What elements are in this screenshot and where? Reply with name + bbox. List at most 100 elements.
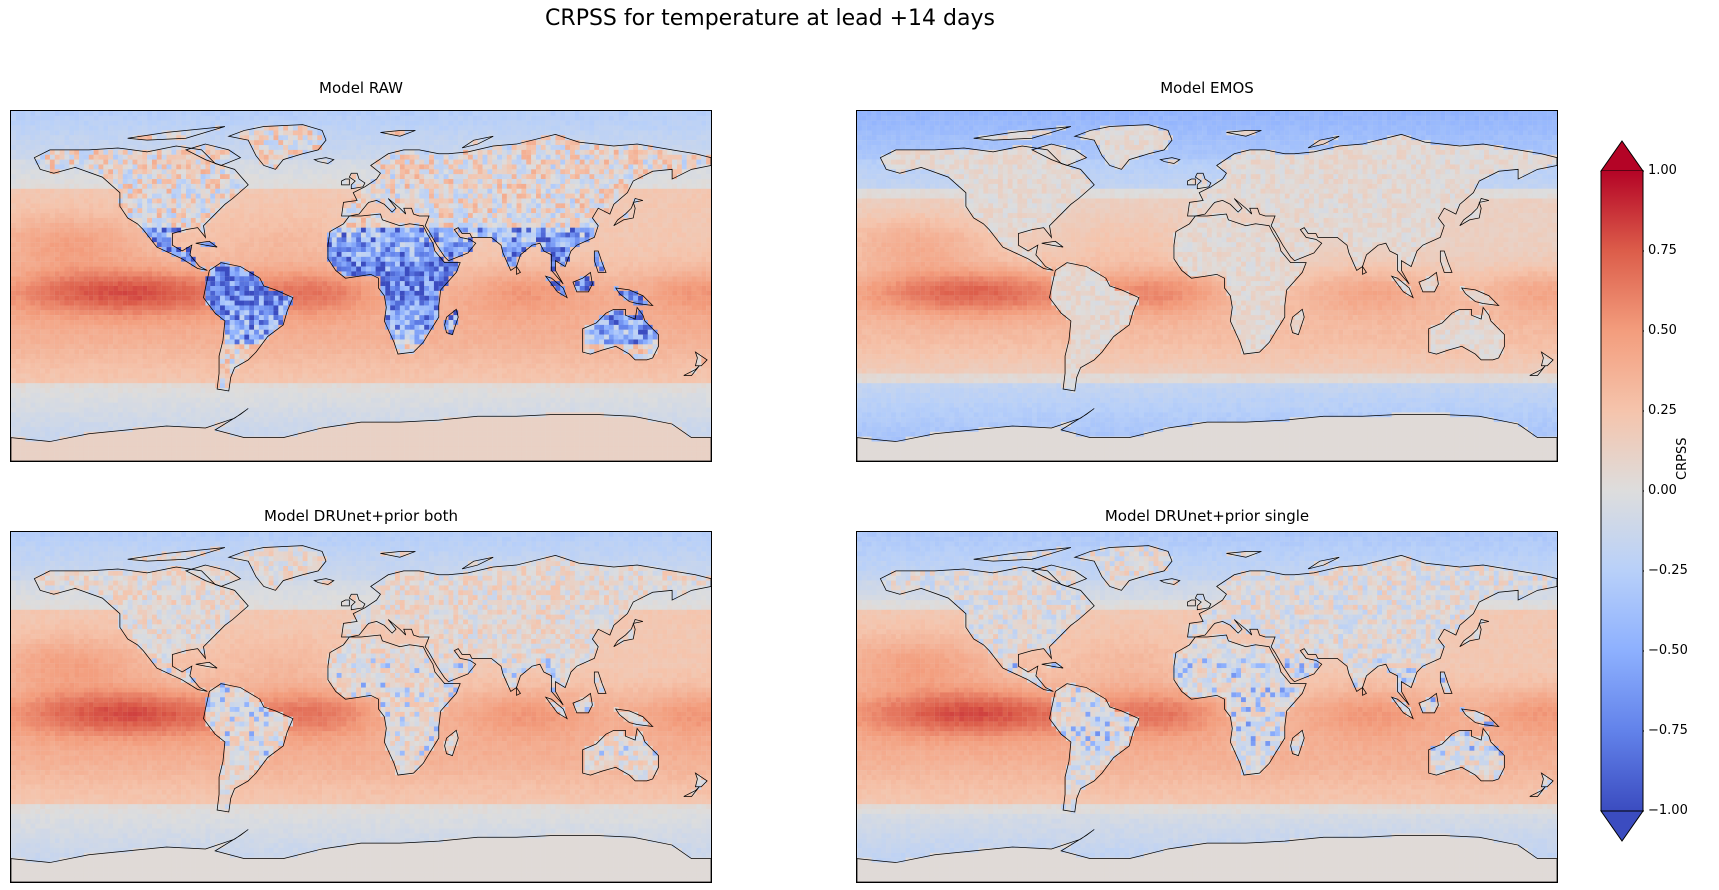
colorbar (1600, 140, 1644, 842)
coastline-philippines (1440, 251, 1452, 272)
coastline-borneo (573, 693, 592, 712)
coastline-southAmerica (1050, 263, 1139, 391)
map-panel-emos (856, 110, 1558, 462)
coastline-baffin (186, 144, 240, 165)
colorbar-label: CRPSS (1675, 438, 1690, 480)
map-raw (11, 111, 711, 461)
coastline-eurasia (342, 134, 711, 284)
coastline-africa (1174, 635, 1306, 775)
coastline-newZealandS (1530, 366, 1546, 376)
coastline-sriLanka (1363, 688, 1367, 696)
coastline-japan (1460, 199, 1489, 226)
coastline-iceland (314, 158, 333, 164)
colorbar-tick-label: 1.00 (1648, 164, 1677, 178)
colorbar-gradient (1601, 171, 1643, 811)
coastline-madagascar (445, 730, 459, 755)
coastline-southAmerica (1050, 684, 1139, 812)
coastline-novaya (462, 557, 493, 569)
coastline-sriLanka (517, 267, 521, 275)
coastline-sumatra (1392, 697, 1413, 718)
coastline-northAmerica (880, 567, 1094, 691)
coastline-eurasia (342, 555, 711, 705)
coastline-arcticIsles (128, 127, 225, 141)
figure-title: CRPSS for temperature at lead +14 days (0, 6, 1540, 31)
coastline-baffin (186, 565, 240, 586)
coastline-madagascar (1291, 730, 1305, 755)
coastline-greenland (1075, 125, 1172, 170)
colorbar-tick-label: 0.00 (1648, 484, 1677, 498)
map-panel-raw (10, 110, 712, 462)
coastline-ireland (342, 179, 350, 185)
colorbar-tick-label: −0.25 (1648, 564, 1688, 578)
coastline-newGuinea (1462, 288, 1499, 306)
coastline-southAmerica (204, 263, 293, 391)
coastline-madagascar (445, 309, 459, 334)
coastline-sumatra (546, 276, 567, 297)
coastline-philippines (594, 672, 606, 693)
coastline-britain (1195, 594, 1211, 610)
coastline-newZealandS (684, 787, 700, 797)
coastline-svalbard (1226, 130, 1261, 136)
coastline-baffin (1032, 144, 1086, 165)
coastline-northAmerica (34, 567, 248, 691)
coastline-ireland (1188, 600, 1196, 606)
coastline-eurasia (1188, 555, 1557, 705)
coastline-australia (583, 728, 659, 781)
coastline-britain (349, 173, 365, 189)
coastline-australia (1429, 728, 1505, 781)
map-drunet-both (11, 532, 711, 882)
panel-title-drunet-both: Model DRUnet+prior both (10, 507, 712, 525)
coastline-sriLanka (1363, 267, 1367, 275)
coastline-africa (328, 214, 460, 354)
colorbar-extend-high (1600, 140, 1644, 172)
coastline-newZealand (695, 352, 707, 366)
coastline-novaya (462, 136, 493, 148)
colorbar-extend-low (1600, 810, 1644, 842)
coastline-cuba (1042, 662, 1063, 668)
coastline-cuba (196, 241, 217, 247)
coastline-britain (349, 594, 365, 610)
coastline-ireland (1188, 179, 1196, 185)
coastline-newZealand (1541, 352, 1553, 366)
colorbar-tick-label: −1.00 (1648, 804, 1688, 818)
coastline-iceland (1160, 158, 1179, 164)
coastline-britain (1195, 173, 1211, 189)
colorbar-tick-label: 0.75 (1648, 244, 1677, 258)
coastline-arcticIsles (974, 127, 1071, 141)
coastline-newGuinea (616, 288, 653, 306)
coastline-sumatra (1392, 276, 1413, 297)
coastline-novaya (1308, 557, 1339, 569)
coastline-newZealand (1541, 773, 1553, 787)
colorbar-tick-label: −0.50 (1648, 644, 1688, 658)
panel-title-drunet-single: Model DRUnet+prior single (856, 507, 1558, 525)
coastline-newGuinea (1462, 709, 1499, 727)
coastline-newZealandS (1530, 787, 1546, 797)
coastline-newZealandS (684, 366, 700, 376)
panel-title-raw: Model RAW (10, 79, 712, 97)
coastline-antarctica (857, 830, 1557, 883)
coastline-newGuinea (616, 709, 653, 727)
coastline-africa (1174, 214, 1306, 354)
map-panel-drunet-single (856, 531, 1558, 883)
coastline-arcticIsles (128, 548, 225, 562)
coastline-antarctica (11, 409, 711, 462)
coastline-northAmerica (34, 146, 248, 270)
coastline-svalbard (1226, 551, 1261, 557)
coastline-philippines (594, 251, 606, 272)
coastline-newZealand (695, 773, 707, 787)
coastline-japan (614, 620, 643, 647)
coastline-madagascar (1291, 309, 1305, 334)
coastline-novaya (1308, 136, 1339, 148)
coastline-australia (583, 307, 659, 360)
coastline-greenland (229, 125, 326, 170)
coastline-australia (1429, 307, 1505, 360)
coastline-japan (1460, 620, 1489, 647)
coastline-arcticIsles (974, 548, 1071, 562)
coastline-eurasia (1188, 134, 1557, 284)
coastline-southAmerica (204, 684, 293, 812)
colorbar-tick-label: 0.25 (1648, 404, 1677, 418)
coastline-philippines (1440, 672, 1452, 693)
coastline-japan (614, 199, 643, 226)
coastline-svalbard (380, 130, 415, 136)
coastline-iceland (1160, 579, 1179, 585)
